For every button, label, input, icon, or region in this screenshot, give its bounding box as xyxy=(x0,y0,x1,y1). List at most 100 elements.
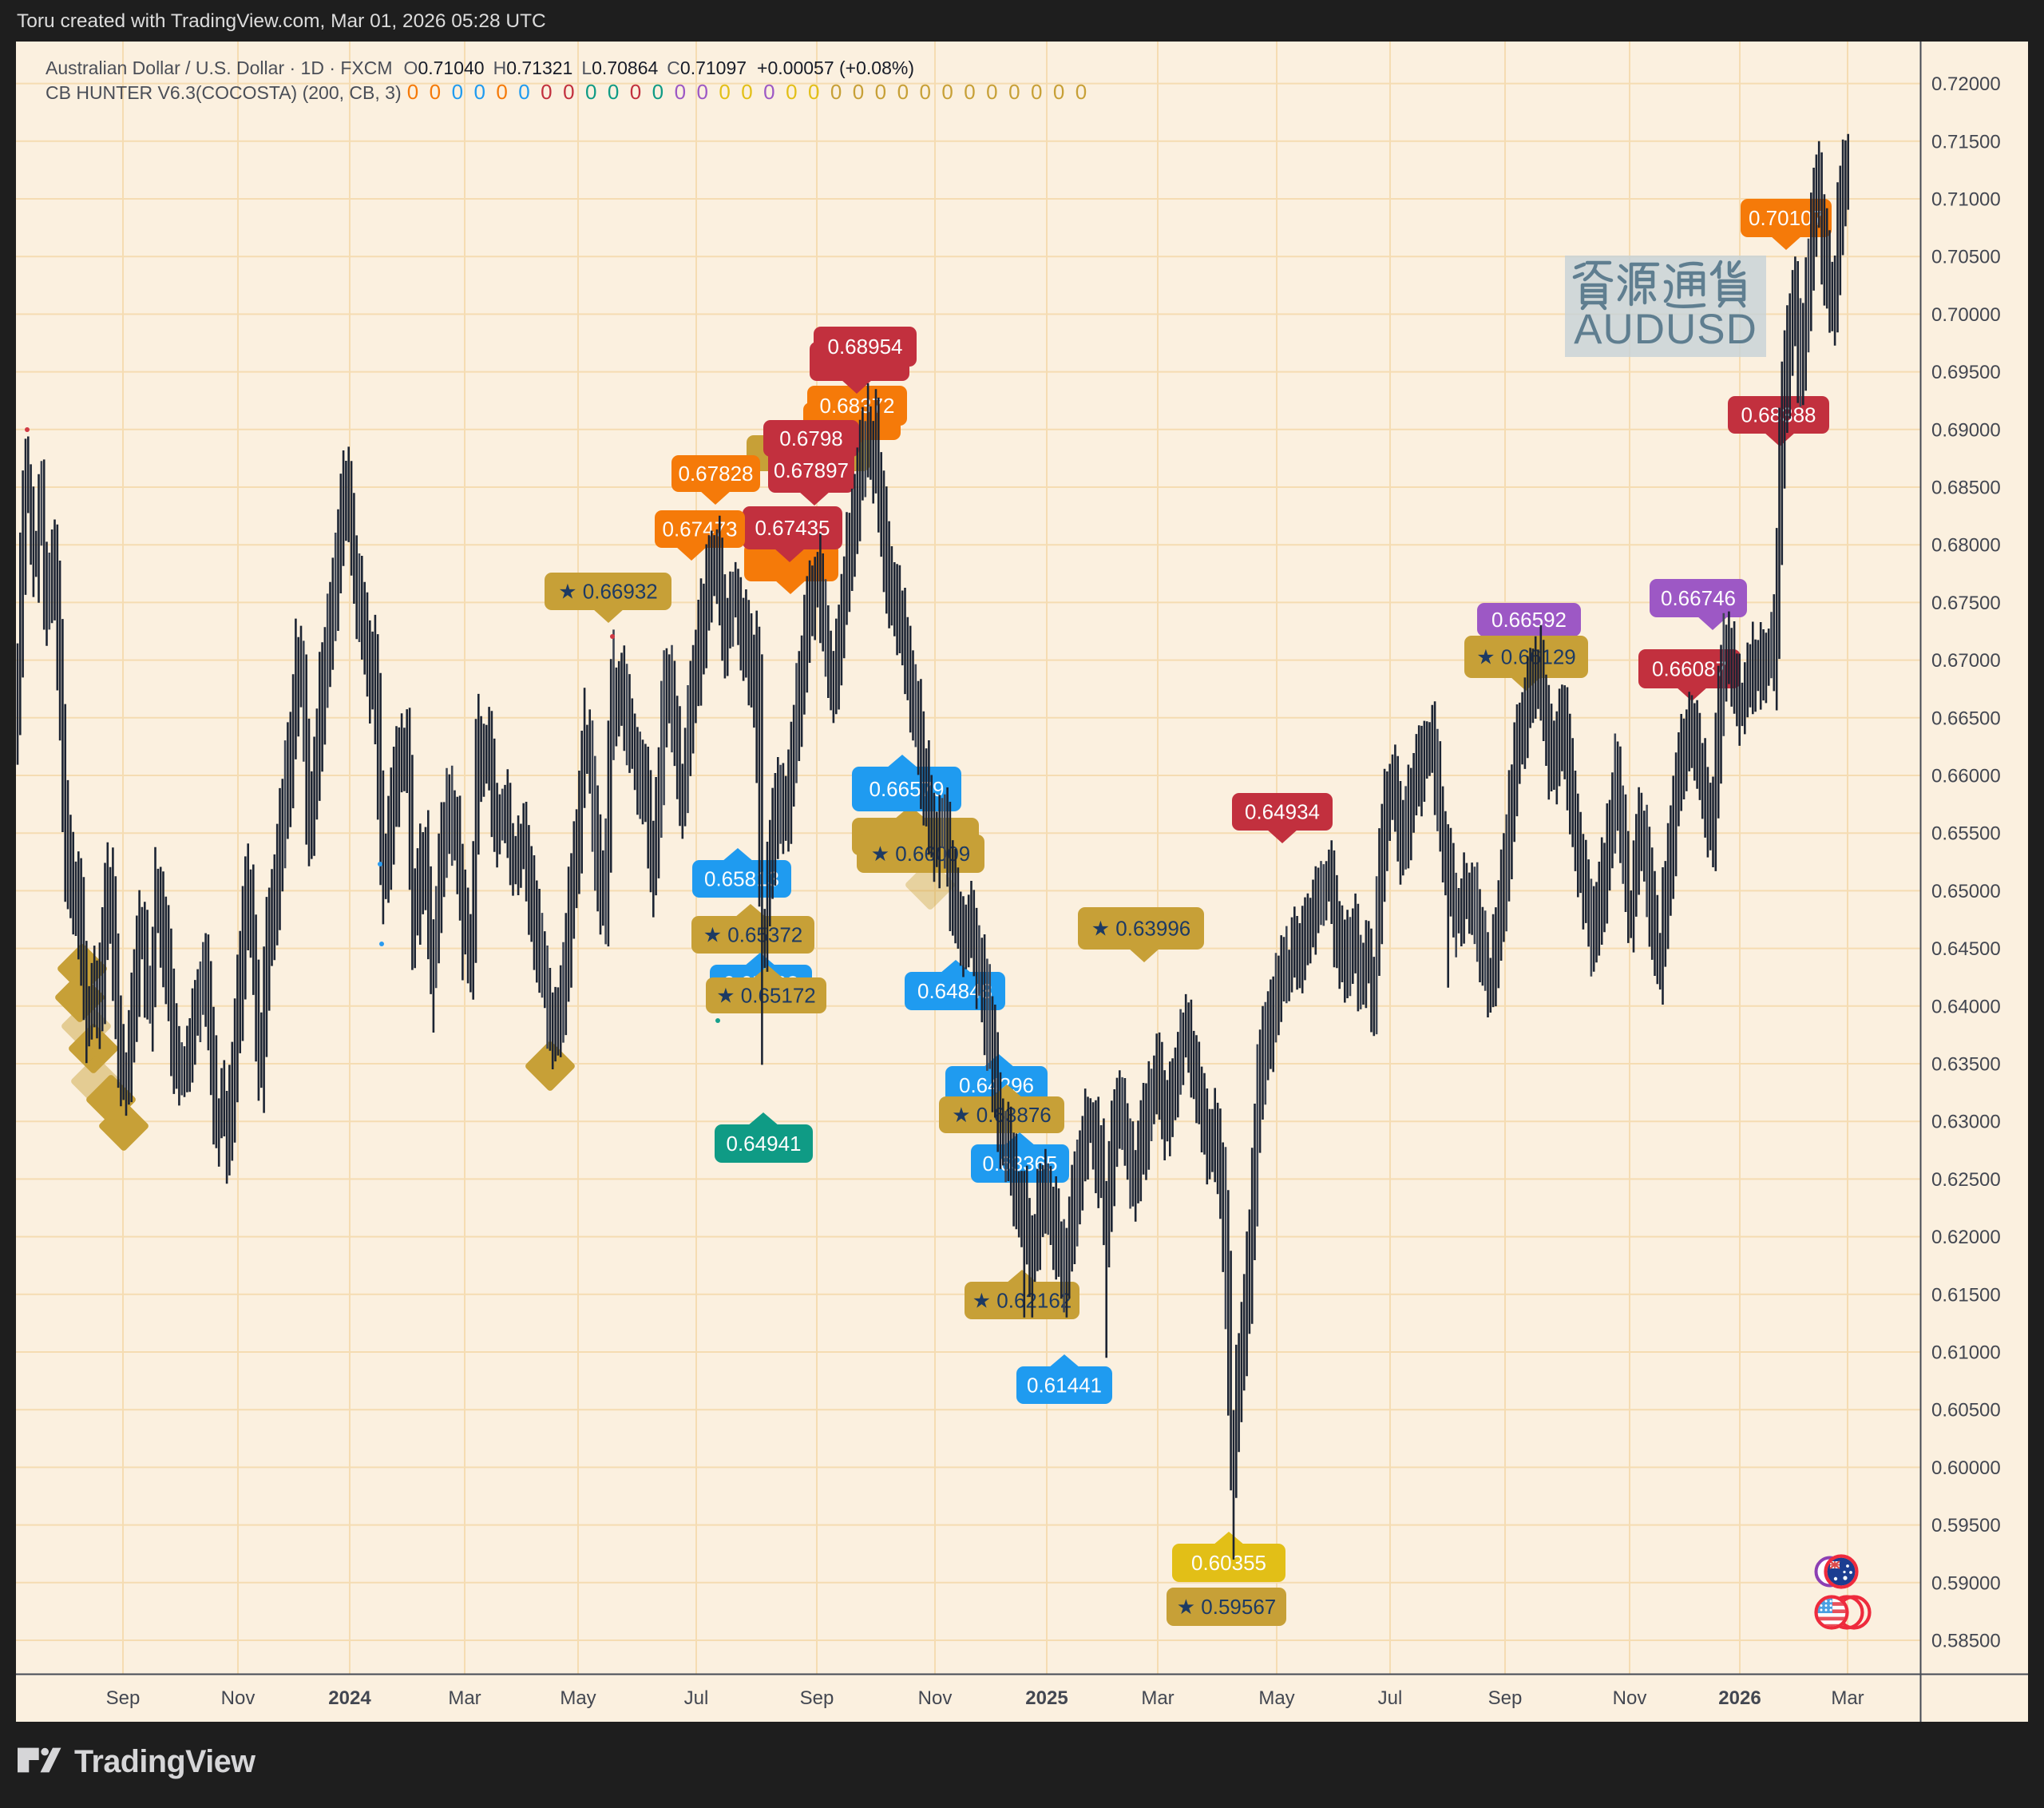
svg-text:0: 0 xyxy=(630,80,641,104)
svg-text:★ 0.63876: ★ 0.63876 xyxy=(952,1103,1052,1127)
svg-text:0: 0 xyxy=(585,80,596,104)
svg-text:0: 0 xyxy=(786,80,797,104)
svg-text:0.63000: 0.63000 xyxy=(1931,1112,2001,1133)
svg-text:0.62500: 0.62500 xyxy=(1931,1169,2001,1191)
svg-text:0: 0 xyxy=(696,80,707,104)
svg-text:0.60500: 0.60500 xyxy=(1931,1400,2001,1421)
svg-text:0: 0 xyxy=(763,80,774,104)
svg-text:0: 0 xyxy=(919,80,930,104)
svg-text:★ 0.63996: ★ 0.63996 xyxy=(1091,917,1191,941)
svg-text:Sep: Sep xyxy=(800,1687,834,1709)
svg-text:0: 0 xyxy=(808,80,819,104)
svg-text:0.67500: 0.67500 xyxy=(1931,593,2001,614)
svg-text:0.64934: 0.64934 xyxy=(1245,800,1320,824)
svg-text:0: 0 xyxy=(830,80,842,104)
svg-text:2024: 2024 xyxy=(328,1687,371,1709)
svg-text:0.69000: 0.69000 xyxy=(1931,419,2001,441)
svg-text:0.59500: 0.59500 xyxy=(1931,1515,2001,1536)
svg-text:0.6798: 0.6798 xyxy=(779,426,843,450)
svg-text:0.67473: 0.67473 xyxy=(663,517,738,541)
svg-text:0.67435: 0.67435 xyxy=(755,516,830,540)
svg-text:0.64296: 0.64296 xyxy=(959,1073,1034,1097)
svg-text:0.61500: 0.61500 xyxy=(1931,1284,2001,1306)
svg-text:AUDUSD: AUDUSD xyxy=(1574,306,1757,353)
svg-text:0.65500: 0.65500 xyxy=(1931,823,2001,845)
svg-text:0: 0 xyxy=(1053,80,1064,104)
svg-text:Mar: Mar xyxy=(448,1687,481,1709)
svg-text:0: 0 xyxy=(430,80,441,104)
svg-text:Sep: Sep xyxy=(1488,1687,1523,1709)
svg-text:0.70107: 0.70107 xyxy=(1749,206,1824,230)
svg-text:0.67897: 0.67897 xyxy=(774,458,849,482)
svg-text:0: 0 xyxy=(964,80,975,104)
svg-text:0.72000: 0.72000 xyxy=(1931,73,2001,95)
svg-text:Mar: Mar xyxy=(1831,1687,1864,1709)
svg-text:0.70500: 0.70500 xyxy=(1931,247,2001,268)
svg-text:0.68372: 0.68372 xyxy=(820,394,895,418)
svg-text:CB HUNTER V6.3(COCOSTA) (200,: CB HUNTER V6.3(COCOSTA) (200, CB, 3) xyxy=(46,82,402,103)
svg-text:0: 0 xyxy=(473,80,485,104)
svg-text:May: May xyxy=(560,1687,596,1709)
svg-text:0: 0 xyxy=(986,80,997,104)
svg-text:Jul: Jul xyxy=(1378,1687,1403,1709)
svg-text:★ 0.65172: ★ 0.65172 xyxy=(716,984,816,1008)
svg-text:Sep: Sep xyxy=(106,1687,141,1709)
svg-text:0.67000: 0.67000 xyxy=(1931,650,2001,672)
svg-text:0: 0 xyxy=(897,80,909,104)
svg-text:0.64500: 0.64500 xyxy=(1931,938,2001,960)
svg-text:0.64000: 0.64000 xyxy=(1931,996,2001,1017)
svg-text:Australian Dollar / U.S. Dolla: Australian Dollar / U.S. Dollar · 1D · F… xyxy=(46,57,914,78)
svg-text:0.70000: 0.70000 xyxy=(1931,304,2001,326)
svg-text:2026: 2026 xyxy=(1718,1687,1761,1709)
svg-text:★ 0.66932: ★ 0.66932 xyxy=(558,580,658,604)
svg-text:0: 0 xyxy=(608,80,619,104)
svg-text:0: 0 xyxy=(719,80,730,104)
svg-text:0.66579: 0.66579 xyxy=(869,777,945,801)
svg-text:0.66592: 0.66592 xyxy=(1491,608,1567,632)
svg-text:0.60000: 0.60000 xyxy=(1931,1457,2001,1479)
svg-text:0: 0 xyxy=(1031,80,1042,104)
svg-text:0: 0 xyxy=(452,80,463,104)
svg-text:2025: 2025 xyxy=(1025,1687,1068,1709)
svg-text:0: 0 xyxy=(941,80,953,104)
svg-text:0: 0 xyxy=(518,80,529,104)
svg-text:0: 0 xyxy=(675,80,686,104)
svg-text:0.69500: 0.69500 xyxy=(1931,362,2001,383)
svg-text:0: 0 xyxy=(853,80,864,104)
svg-text:0: 0 xyxy=(541,80,552,104)
svg-text:0.61441: 0.61441 xyxy=(1027,1374,1102,1398)
svg-text:0.62000: 0.62000 xyxy=(1931,1227,2001,1248)
svg-text:0.67828: 0.67828 xyxy=(679,462,754,486)
svg-text:0.68000: 0.68000 xyxy=(1931,535,2001,557)
svg-text:0: 0 xyxy=(741,80,752,104)
svg-text:0.66000: 0.66000 xyxy=(1931,766,2001,787)
svg-text:0.64941: 0.64941 xyxy=(727,1132,802,1156)
svg-text:0.66746: 0.66746 xyxy=(1661,586,1736,610)
svg-text:0.58500: 0.58500 xyxy=(1931,1631,2001,1652)
svg-text:Jul: Jul xyxy=(684,1687,709,1709)
svg-text:0: 0 xyxy=(407,80,418,104)
svg-text:0: 0 xyxy=(563,80,574,104)
svg-text:0: 0 xyxy=(652,80,664,104)
svg-text:0: 0 xyxy=(1008,80,1020,104)
svg-text:May: May xyxy=(1258,1687,1294,1709)
svg-text:Nov: Nov xyxy=(221,1687,256,1709)
svg-text:TradingView: TradingView xyxy=(74,1744,256,1779)
svg-text:Nov: Nov xyxy=(1613,1687,1647,1709)
svg-text:0.66500: 0.66500 xyxy=(1931,708,2001,729)
svg-text:0: 0 xyxy=(496,80,507,104)
svg-text:0: 0 xyxy=(1075,80,1087,104)
svg-text:★ 0.62162: ★ 0.62162 xyxy=(972,1289,1072,1313)
svg-text:0.59000: 0.59000 xyxy=(1931,1572,2001,1594)
svg-text:★ 0.65372: ★ 0.65372 xyxy=(703,923,803,947)
svg-text:0.71500: 0.71500 xyxy=(1931,131,2001,153)
svg-text:0.60355: 0.60355 xyxy=(1191,1551,1266,1575)
svg-text:0.68954: 0.68954 xyxy=(828,335,903,359)
svg-text:0.63500: 0.63500 xyxy=(1931,1054,2001,1076)
svg-text:0.71000: 0.71000 xyxy=(1931,189,2001,211)
svg-text:Nov: Nov xyxy=(918,1687,953,1709)
svg-text:0: 0 xyxy=(875,80,886,104)
svg-text:0.61000: 0.61000 xyxy=(1931,1342,2001,1364)
svg-text:★ 0.59567: ★ 0.59567 xyxy=(1177,1595,1277,1619)
svg-text:0.68500: 0.68500 xyxy=(1931,478,2001,499)
